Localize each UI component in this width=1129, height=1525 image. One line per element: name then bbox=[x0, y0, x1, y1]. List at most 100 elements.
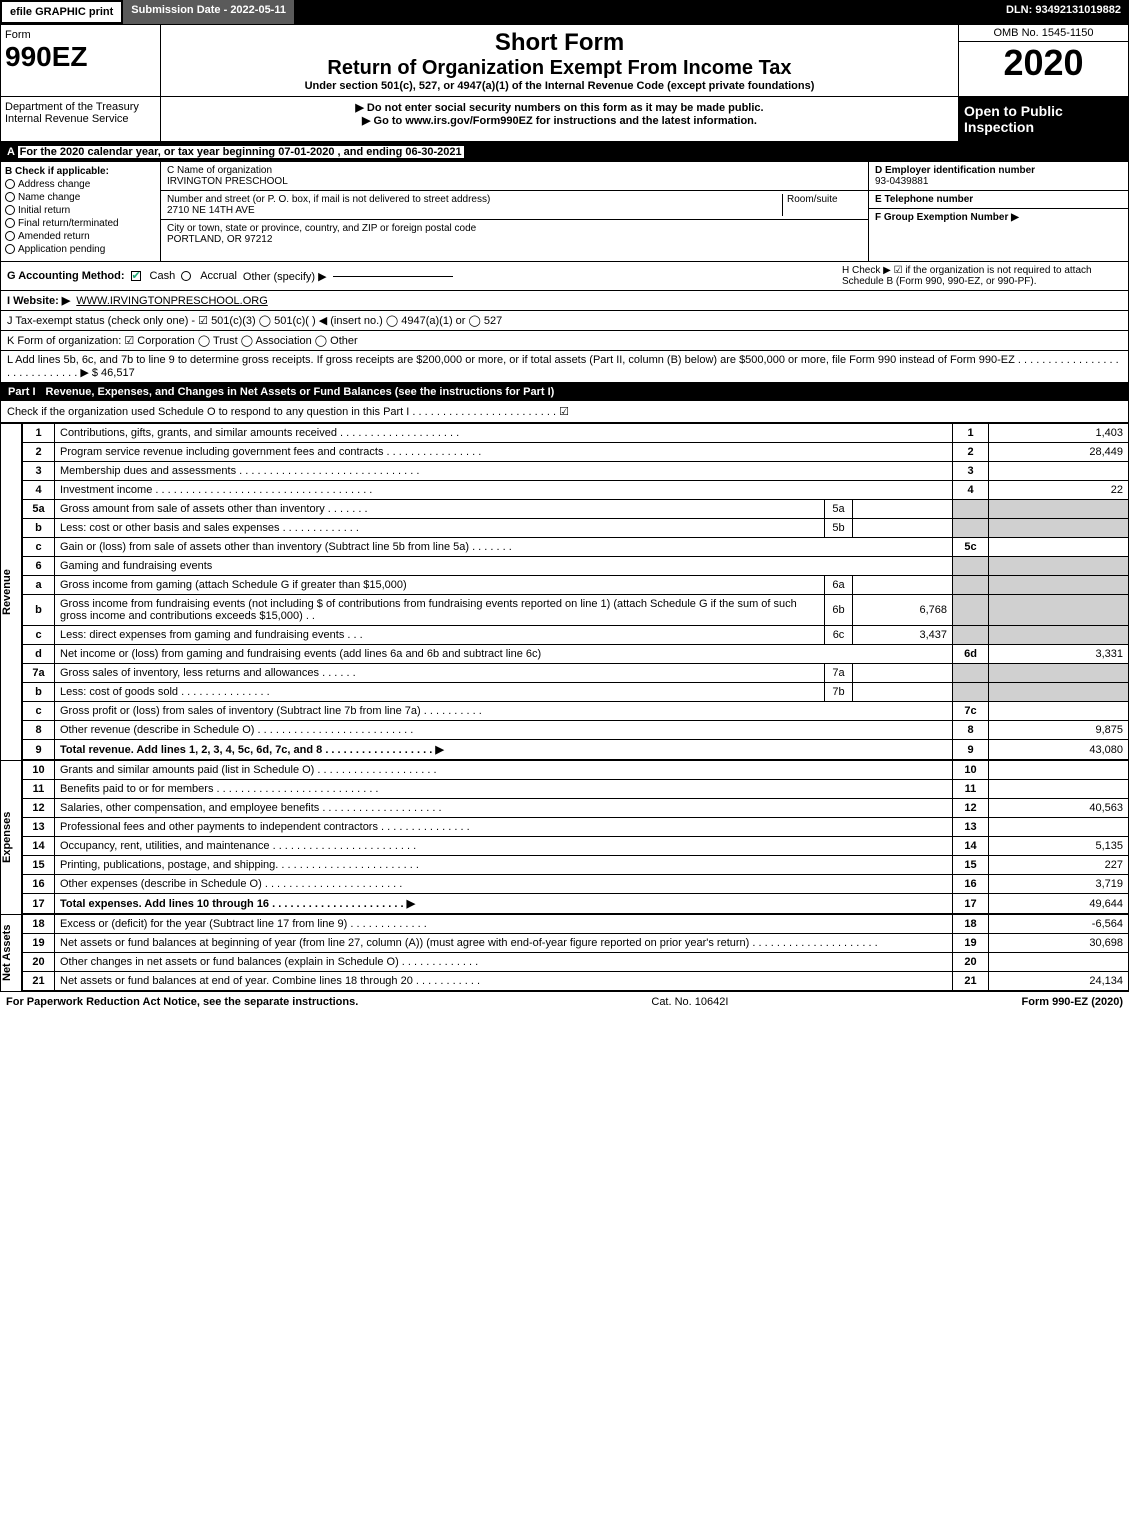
e-label: E Telephone number bbox=[875, 194, 973, 205]
expenses-table: 10Grants and similar amounts paid (list … bbox=[22, 760, 1129, 914]
submission-date: Submission Date - 2022-05-11 bbox=[123, 0, 294, 24]
part-1-header: Part I Revenue, Expenses, and Changes in… bbox=[0, 383, 1129, 401]
row-i-website: I Website: ▶ WWW.IRVINGTONPRESCHOOL.ORG bbox=[0, 291, 1129, 311]
website-value[interactable]: WWW.IRVINGTONPRESCHOOL.ORG bbox=[76, 295, 268, 307]
cb-initial-return[interactable]: Initial return bbox=[5, 205, 156, 216]
footer-cat-no: Cat. No. 10642I bbox=[651, 996, 728, 1008]
section-c-org: C Name of organizationIRVINGTON PRESCHOO… bbox=[161, 162, 868, 261]
department-label: Department of the Treasury Internal Reve… bbox=[1, 97, 161, 141]
row-k-form-org: K Form of organization: ☑ Corporation ◯ … bbox=[0, 331, 1129, 351]
revenue-section: Revenue 1Contributions, gifts, grants, a… bbox=[0, 423, 1129, 760]
line-15: 15Printing, publications, postage, and s… bbox=[23, 856, 1129, 875]
identity-block: B Check if applicable: Address change Na… bbox=[0, 162, 1129, 262]
line-19: 19Net assets or fund balances at beginni… bbox=[23, 934, 1129, 953]
line-8: 8Other revenue (describe in Schedule O) … bbox=[23, 721, 1129, 740]
f-label: F Group Exemption Number ▶ bbox=[875, 212, 1019, 223]
cb-cash[interactable] bbox=[131, 271, 141, 281]
open-public-inspection: Open to Public Inspection bbox=[958, 97, 1128, 141]
line-6b: bGross income from fundraising events (n… bbox=[23, 595, 1129, 626]
line-18: 18Excess or (deficit) for the year (Subt… bbox=[23, 915, 1129, 934]
efile-label[interactable]: efile GRAPHIC print bbox=[0, 0, 123, 24]
revenue-table: 1Contributions, gifts, grants, and simil… bbox=[22, 423, 1129, 760]
header-row-2: Department of the Treasury Internal Reve… bbox=[0, 97, 1129, 142]
other-specify-input[interactable] bbox=[333, 276, 453, 277]
revenue-side-label: Revenue bbox=[0, 423, 22, 760]
k-label: K Form of organization: ☑ Corporation ◯ … bbox=[7, 334, 358, 347]
g-label: G Accounting Method: bbox=[7, 270, 125, 282]
part-1-title: Revenue, Expenses, and Changes in Net As… bbox=[46, 386, 555, 398]
part-1-label: Part I bbox=[8, 386, 36, 398]
return-title: Return of Organization Exempt From Incom… bbox=[165, 57, 954, 80]
j-label: J Tax-exempt status (check only one) - ☑… bbox=[7, 314, 502, 327]
line-1: 1Contributions, gifts, grants, and simil… bbox=[23, 424, 1129, 443]
line-20: 20Other changes in net assets or fund ba… bbox=[23, 953, 1129, 972]
org-address: 2710 NE 14TH AVE bbox=[167, 205, 255, 216]
line-21: 21Net assets or fund balances at end of … bbox=[23, 972, 1129, 991]
warning-ssn: ▶ Do not enter social security numbers o… bbox=[165, 101, 954, 114]
ein-value: 93-0439881 bbox=[875, 176, 928, 187]
tax-year: 2020 bbox=[959, 42, 1128, 84]
line-17: 17Total expenses. Add lines 10 through 1… bbox=[23, 894, 1129, 914]
c-city-label: City or town, state or province, country… bbox=[167, 223, 476, 234]
under-section: Under section 501(c), 527, or 4947(a)(1)… bbox=[165, 80, 954, 92]
line-7c: cGross profit or (loss) from sales of in… bbox=[23, 702, 1129, 721]
line-4: 4Investment income . . . . . . . . . . .… bbox=[23, 481, 1129, 500]
part-1-check: Check if the organization used Schedule … bbox=[0, 401, 1129, 423]
page-footer: For Paperwork Reduction Act Notice, see … bbox=[0, 991, 1129, 1012]
form-warnings: ▶ Do not enter social security numbers o… bbox=[161, 97, 958, 141]
form-number: 990EZ bbox=[5, 41, 156, 73]
c-addr-label: Number and street (or P. O. box, if mail… bbox=[167, 194, 490, 205]
org-name: IRVINGTON PRESCHOOL bbox=[167, 176, 288, 187]
org-city: PORTLAND, OR 97212 bbox=[167, 234, 272, 245]
line-6a: aGross income from gaming (attach Schedu… bbox=[23, 576, 1129, 595]
omb-number: OMB No. 1545-1150 bbox=[959, 25, 1128, 42]
line-9: 9Total revenue. Add lines 1, 2, 3, 4, 5c… bbox=[23, 740, 1129, 760]
line-6d: dNet income or (loss) from gaming and fu… bbox=[23, 645, 1129, 664]
net-assets-section: Net Assets 18Excess or (deficit) for the… bbox=[0, 914, 1129, 991]
warning-goto: ▶ Go to www.irs.gov/Form990EZ for instru… bbox=[165, 114, 954, 127]
line-2: 2Program service revenue including gover… bbox=[23, 443, 1129, 462]
cb-application-pending[interactable]: Application pending bbox=[5, 244, 156, 255]
line-10: 10Grants and similar amounts paid (list … bbox=[23, 761, 1129, 780]
b-title: B Check if applicable: bbox=[5, 166, 156, 177]
short-form-title: Short Form bbox=[165, 29, 954, 57]
line-7a: 7aGross sales of inventory, less returns… bbox=[23, 664, 1129, 683]
line-5b: bLess: cost or other basis and sales exp… bbox=[23, 519, 1129, 538]
footer-left: For Paperwork Reduction Act Notice, see … bbox=[6, 996, 358, 1008]
expenses-section: Expenses 10Grants and similar amounts pa… bbox=[0, 760, 1129, 914]
d-label: D Employer identification number bbox=[875, 165, 1035, 176]
line-5a: 5aGross amount from sale of assets other… bbox=[23, 500, 1129, 519]
cb-amended-return[interactable]: Amended return bbox=[5, 231, 156, 242]
top-bar: efile GRAPHIC print Submission Date - 20… bbox=[0, 0, 1129, 24]
line-6: 6Gaming and fundraising events bbox=[23, 557, 1129, 576]
cb-final-return[interactable]: Final return/terminated bbox=[5, 218, 156, 229]
line-3: 3Membership dues and assessments . . . .… bbox=[23, 462, 1129, 481]
line-14: 14Occupancy, rent, utilities, and mainte… bbox=[23, 837, 1129, 856]
footer-right: Form 990-EZ (2020) bbox=[1022, 996, 1123, 1008]
expenses-side-label: Expenses bbox=[0, 760, 22, 914]
cb-address-change[interactable]: Address change bbox=[5, 179, 156, 190]
row-g-h: G Accounting Method: Cash Accrual Other … bbox=[0, 262, 1129, 291]
line-13: 13Professional fees and other payments t… bbox=[23, 818, 1129, 837]
line-5c: cGain or (loss) from sale of assets othe… bbox=[23, 538, 1129, 557]
line-12: 12Salaries, other compensation, and empl… bbox=[23, 799, 1129, 818]
net-assets-table: 18Excess or (deficit) for the year (Subt… bbox=[22, 914, 1129, 991]
section-b-checkboxes: B Check if applicable: Address change Na… bbox=[1, 162, 161, 261]
form-header: Form 990EZ Short Form Return of Organiza… bbox=[0, 24, 1129, 97]
cb-accrual[interactable] bbox=[181, 271, 191, 281]
line-7b: bLess: cost of goods sold . . . . . . . … bbox=[23, 683, 1129, 702]
line-6c: cLess: direct expenses from gaming and f… bbox=[23, 626, 1129, 645]
dln-label: DLN: 93492131019882 bbox=[998, 0, 1129, 24]
row-j-tax-exempt: J Tax-exempt status (check only one) - ☑… bbox=[0, 311, 1129, 331]
cb-name-change[interactable]: Name change bbox=[5, 192, 156, 203]
form-word: Form bbox=[5, 29, 156, 41]
section-d-e-f: D Employer identification number93-04398… bbox=[868, 162, 1128, 261]
i-label: I Website: ▶ bbox=[7, 294, 70, 307]
h-text: H Check ▶ ☑ if the organization is not r… bbox=[842, 265, 1122, 287]
l-text: L Add lines 5b, 6c, and 7b to line 9 to … bbox=[7, 354, 1122, 379]
room-suite-label: Room/suite bbox=[782, 194, 862, 216]
line-a-calendar-year: A For the 2020 calendar year, or tax yea… bbox=[0, 142, 1129, 162]
line-16: 16Other expenses (describe in Schedule O… bbox=[23, 875, 1129, 894]
net-assets-side-label: Net Assets bbox=[0, 914, 22, 991]
row-l-gross-receipts: L Add lines 5b, 6c, and 7b to line 9 to … bbox=[0, 351, 1129, 383]
